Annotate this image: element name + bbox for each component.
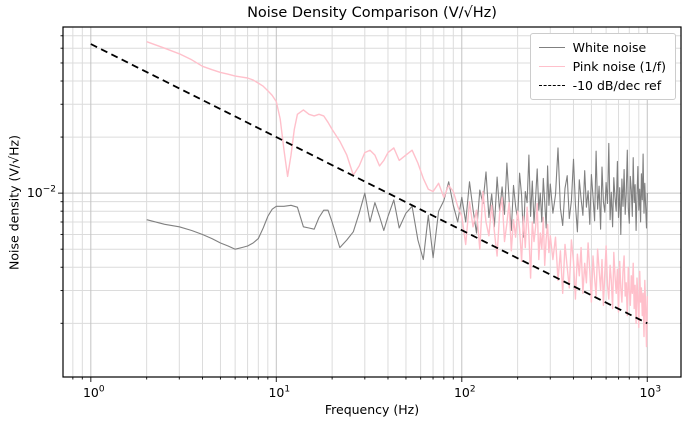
plot-border bbox=[62, 26, 682, 378]
legend-label: White noise bbox=[572, 40, 647, 55]
series-line--10-db-dec-ref bbox=[90, 43, 648, 325]
legend-item-ref-line: -10 dB/dec ref bbox=[538, 77, 666, 94]
tick-label: 101 bbox=[268, 385, 290, 401]
tick-label: 10−2 bbox=[27, 185, 56, 201]
tick-label: 100 bbox=[83, 385, 105, 401]
series-line-white-noise bbox=[146, 142, 648, 261]
tick-label: 103 bbox=[639, 385, 661, 401]
legend-item-white-noise: White noise bbox=[538, 39, 666, 56]
legend-label: -10 dB/dec ref bbox=[572, 78, 662, 93]
x-axis-label: Frequency (Hz) bbox=[324, 402, 420, 417]
series-line-pink-noise-1-f- bbox=[146, 41, 648, 348]
pink-noise-line-sample bbox=[538, 66, 565, 67]
tick-label: 102 bbox=[454, 385, 476, 401]
ref-dashed-line-sample bbox=[538, 85, 565, 86]
legend-label: Pink noise (1/f) bbox=[572, 59, 666, 74]
legend-item-pink-noise: Pink noise (1/f) bbox=[538, 58, 666, 75]
legend: White noise Pink noise (1/f) -10 dB/dec … bbox=[529, 33, 676, 100]
white-noise-line-sample bbox=[538, 47, 565, 48]
chart-title: Noise Density Comparison (V/√Hz) bbox=[247, 5, 497, 21]
